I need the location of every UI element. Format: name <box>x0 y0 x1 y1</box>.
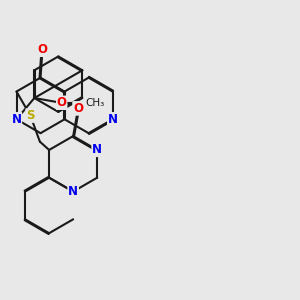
Text: N: N <box>108 113 118 126</box>
Text: S: S <box>26 109 34 122</box>
Text: O: O <box>57 96 67 110</box>
Text: N: N <box>92 143 102 157</box>
Text: N: N <box>68 185 78 198</box>
Text: N: N <box>92 143 102 157</box>
Text: N: N <box>108 113 118 126</box>
Text: O: O <box>73 102 83 115</box>
Text: O: O <box>73 102 83 115</box>
Text: O: O <box>38 44 47 56</box>
Text: O: O <box>38 44 47 56</box>
Text: O: O <box>57 96 67 110</box>
Text: N: N <box>11 113 22 126</box>
Text: CH₃: CH₃ <box>85 98 105 108</box>
Text: S: S <box>26 109 34 122</box>
Text: N: N <box>11 113 22 126</box>
Text: N: N <box>68 185 78 198</box>
